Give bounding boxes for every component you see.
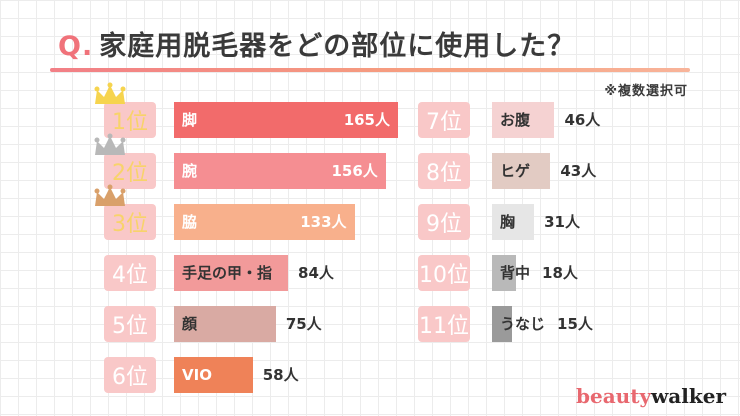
value-label: 43人: [560, 162, 597, 180]
chart-title: Q. 家庭用脱毛器をどの部位に使用した？: [58, 24, 698, 74]
category-label: 胸: [500, 213, 516, 231]
gold-crown-icon: [94, 82, 126, 104]
category-label: 手足の甲・指: [182, 264, 273, 282]
value-label: 15人: [557, 315, 593, 333]
rank-label: 6位: [104, 357, 156, 393]
rank-label: 5位: [104, 306, 156, 342]
bar: [492, 153, 551, 189]
category-label: うなじ: [500, 315, 546, 333]
title-prefix: Q.: [58, 31, 94, 62]
title-underline: [50, 68, 690, 72]
title-text: 家庭用脱毛器をどの部位に使用した？: [99, 31, 576, 62]
category-label: 腕: [182, 162, 198, 180]
category-label: お腹: [500, 111, 531, 129]
value-label: 58人: [262, 366, 299, 384]
rank-label: 4位: [104, 255, 156, 291]
category-label: 脚: [182, 111, 198, 129]
value-label: 84人: [298, 264, 334, 282]
bar: [492, 306, 513, 342]
rank-label: 11位: [418, 306, 470, 342]
value-label: 46人: [564, 111, 601, 129]
bar: [492, 204, 535, 240]
bar: [174, 306, 276, 342]
rank-label: 2位: [104, 153, 156, 189]
category-label: 脇: [182, 213, 198, 231]
value-label: 31人: [544, 213, 580, 231]
rank-label: 10位: [418, 255, 470, 291]
category-label: VIO: [182, 366, 212, 384]
value-label: 18人: [542, 264, 578, 282]
value-label: 75人: [285, 315, 322, 333]
value-label: 133人: [300, 213, 347, 231]
bar: [174, 204, 355, 240]
category-label: 顔: [182, 315, 198, 333]
bar: [492, 255, 517, 291]
bar: [174, 255, 289, 291]
bar: [174, 357, 253, 393]
value-label: 165人: [343, 111, 390, 129]
rank-label: 9位: [418, 204, 470, 240]
bar: [174, 153, 386, 189]
logo-part-walker: walker: [651, 384, 726, 408]
category-label: ヒゲ: [500, 162, 531, 180]
rank-label: 1位: [104, 102, 156, 138]
silver-crown-icon: [94, 133, 126, 155]
category-label: 背中: [500, 264, 531, 282]
rank-label: 7位: [418, 102, 470, 138]
rank-label: 3位: [104, 204, 156, 240]
brand-logo: beautywalker: [576, 384, 726, 408]
bar: [492, 102, 555, 138]
value-label: 156人: [331, 162, 378, 180]
bronze-crown-icon: [94, 184, 126, 206]
logo-part-beauty: beauty: [576, 384, 652, 408]
multiple-choice-note: ※複数選択可: [604, 84, 688, 99]
bar: [174, 102, 398, 138]
rank-label: 8位: [418, 153, 470, 189]
